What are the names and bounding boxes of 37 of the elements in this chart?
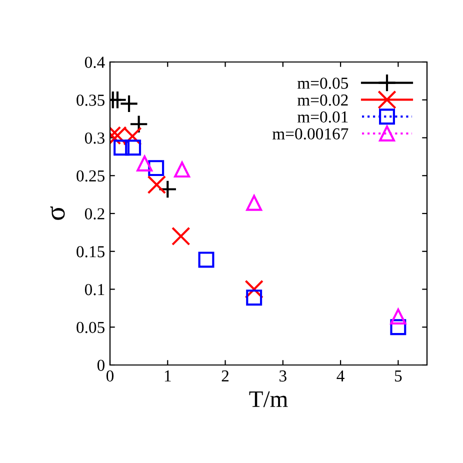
y-tick-label: 0.15 xyxy=(76,246,104,258)
y-tick-label: 0 xyxy=(97,360,105,371)
x-tick-label: 4 xyxy=(336,370,344,382)
point xyxy=(198,252,214,268)
point xyxy=(147,175,166,194)
legend-label: m=0.00167 xyxy=(272,128,348,140)
y-tick-label: 0.25 xyxy=(76,170,104,182)
y-tick-label: 0.35 xyxy=(76,94,104,106)
legend-label: m=0.02 xyxy=(297,94,348,106)
x-tick-label: 1 xyxy=(164,370,171,382)
x-tick-label: 0 xyxy=(106,370,114,382)
point xyxy=(129,114,148,134)
point xyxy=(172,226,190,246)
y-tick-label: 0.3 xyxy=(84,132,104,144)
y-tick-label: 0.4 xyxy=(84,56,105,68)
legend-label: m=0.01 xyxy=(297,111,348,123)
point xyxy=(148,160,164,176)
x-tick-label: 5 xyxy=(394,370,402,382)
point xyxy=(390,319,406,336)
y-tick-label: 0.1 xyxy=(84,284,104,296)
legend-label: m=0.05 xyxy=(297,78,348,89)
y-tick-label: 0.2 xyxy=(84,208,104,220)
point xyxy=(125,140,142,156)
point xyxy=(114,140,130,156)
point xyxy=(158,180,178,199)
point xyxy=(244,280,264,299)
point xyxy=(136,156,153,172)
x-tick-label: 3 xyxy=(280,370,286,382)
point xyxy=(120,94,138,114)
point xyxy=(246,194,262,211)
y-tick-label: 0.05 xyxy=(76,322,104,334)
point xyxy=(174,162,190,178)
x-tick-label: 2 xyxy=(222,370,229,382)
point xyxy=(390,308,406,325)
x-axis-title: T/m xyxy=(249,391,288,408)
point xyxy=(246,290,262,306)
y-axis-title: σ xyxy=(50,206,65,220)
